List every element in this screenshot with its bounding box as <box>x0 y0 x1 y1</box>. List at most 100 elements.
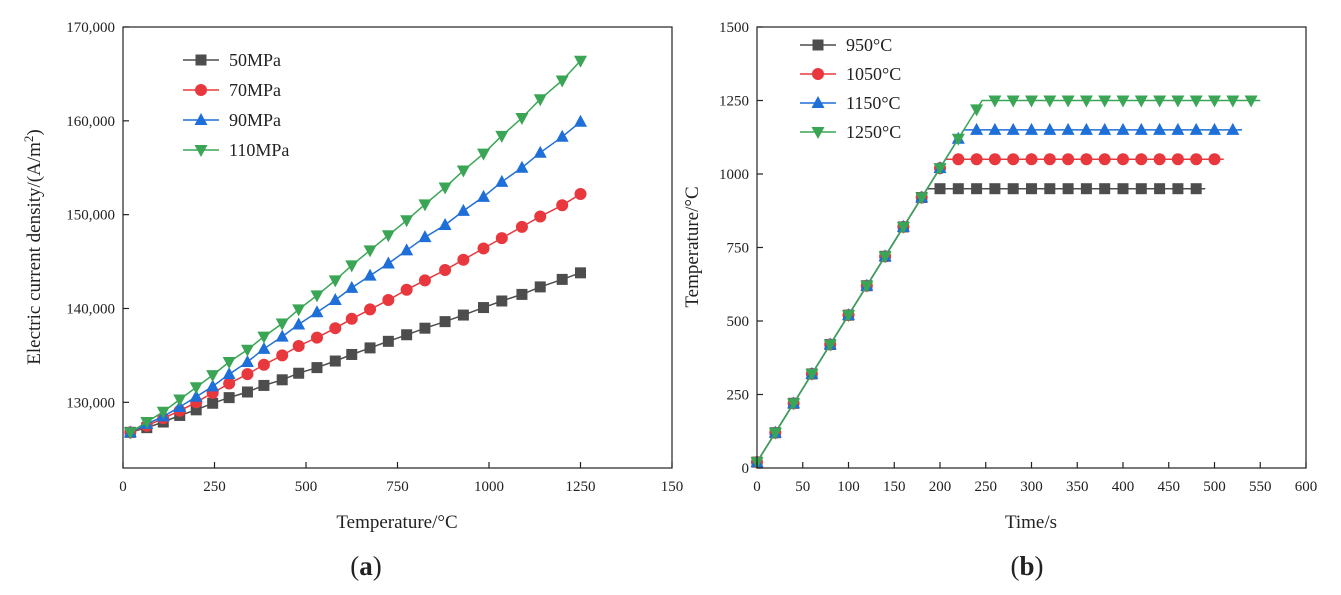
chart-b-data-point <box>1098 95 1112 108</box>
chart-b-data-point <box>1171 153 1184 166</box>
chart-b-x-tick-label: 150 <box>883 479 906 495</box>
chart-a-data-point <box>478 302 490 314</box>
chart-a-data-point <box>189 382 203 395</box>
chart-a-data-point <box>477 189 491 202</box>
chart-b-data-point <box>1172 183 1184 195</box>
chart-a-data-point <box>222 356 236 369</box>
chart-a-data-point <box>206 370 220 383</box>
chart-a-data-point <box>140 417 154 430</box>
chart-b-legend-label: 1050°C <box>846 64 901 84</box>
chart-b-data-point <box>970 104 984 117</box>
chart-a-data-point <box>258 379 270 391</box>
chart-a-data-point <box>123 427 137 440</box>
chart-a-legend-label: 90MPa <box>229 110 281 130</box>
chart-b-data-point <box>1244 95 1258 108</box>
chart-b-data-point <box>970 122 984 135</box>
chart-b-data-point <box>1007 183 1019 195</box>
chart-b-data-point <box>1190 183 1202 195</box>
chart-a-y-tick-label: 150,000 <box>66 208 115 224</box>
chart-a-data-point <box>382 335 394 347</box>
chart-a-legend-label: 110MPa <box>229 140 289 160</box>
chart-a-data-point <box>222 367 236 380</box>
chart-a-legend-item: 50MPa <box>183 50 281 70</box>
chart-a-data-point <box>495 174 509 187</box>
chart-a-data-point <box>257 331 271 344</box>
chart-b-y-tick-label: 1000 <box>719 167 749 183</box>
chart-a-data-point <box>401 329 413 341</box>
chart-b-data-point <box>1189 95 1203 108</box>
chart-b-data-point <box>896 221 910 234</box>
chart-a-data-point <box>206 379 220 392</box>
chart-b-legend-marker <box>811 127 825 139</box>
chart-a-data-point <box>515 220 528 233</box>
chart-a-data-point <box>418 199 432 212</box>
chart-a-data-point <box>574 114 587 127</box>
chart-b-series-line <box>756 187 1206 463</box>
chart-b-data-point <box>915 192 929 205</box>
chart-b-x-tick-label: 50 <box>795 479 810 495</box>
chart-b-data-point <box>842 310 855 323</box>
chart-a-data-point <box>363 245 377 258</box>
chart-a-legend: 50MPa 70MPa 90MPa 110MPa <box>183 50 289 160</box>
chart-b-data-point <box>1098 153 1111 166</box>
chart-a-data-point <box>240 354 254 367</box>
chart-a-data-point <box>381 256 395 269</box>
chart-a-data-point <box>241 368 254 381</box>
chart-a-data-point <box>438 182 452 195</box>
chart-b-data-point <box>1025 153 1038 166</box>
chart-a-data-point <box>189 389 203 402</box>
chart-b-data-point <box>971 183 983 195</box>
chart-a-data-point <box>400 283 413 296</box>
chart-b-legend-item: 1250°C <box>800 122 901 142</box>
chart-a-data-point <box>207 397 219 409</box>
chart-a-data-point <box>241 386 253 398</box>
chart-b-data-point <box>787 398 801 411</box>
chart-a-series-50MPa <box>124 267 586 438</box>
chart-a-data-point <box>292 317 306 330</box>
chart-b-series-1250°C <box>750 95 1261 470</box>
chart-b-data-point <box>1117 183 1129 195</box>
chart-b-data-point <box>1135 183 1147 195</box>
chart-b-data-point <box>1226 95 1240 108</box>
chart-b-x-tick-label: 100 <box>837 479 860 495</box>
chart-a-data-point <box>345 260 359 273</box>
chart-a-data-point <box>345 280 359 293</box>
chart-a-data-point <box>275 329 289 342</box>
chart-b-data-point <box>1079 95 1093 108</box>
chart-a-data-point <box>223 392 235 404</box>
chart-a-data-point <box>438 217 452 230</box>
chart-b-data-point <box>1043 122 1057 135</box>
chart-b-series-1050°C <box>751 153 1224 469</box>
chart-b-data-point <box>988 95 1002 108</box>
chart-a-series-90MPa <box>123 114 587 438</box>
chart-a-legend-item: 110MPa <box>183 140 289 160</box>
chart-b-data-point <box>823 339 837 352</box>
chart-b-data-point <box>1044 183 1056 195</box>
chart-b-legend-label: 1150°C <box>846 93 901 113</box>
chart-a-data-point <box>574 188 587 201</box>
chart-a-data-point <box>311 362 323 374</box>
chart-b-data-point <box>1226 122 1240 135</box>
chart-a-x-tick-label: 0 <box>119 479 127 495</box>
chart-b-data-point <box>970 153 983 166</box>
chart-a-data-point <box>292 304 306 317</box>
chart-b-plot-area <box>750 95 1261 470</box>
chart-a-legend-label: 50MPa <box>229 50 281 70</box>
chart-b-data-point <box>1134 95 1148 108</box>
chart-a-legend-marker <box>194 145 208 157</box>
chart-b-data-point <box>1098 122 1112 135</box>
chart-a-data-point <box>223 377 236 390</box>
chart-a-data-point <box>346 348 358 360</box>
chart-b-data-point <box>1043 95 1057 108</box>
chart-a-data-point <box>257 341 271 354</box>
chart-a-y-tick-label: 130,000 <box>66 395 115 411</box>
chart-b-data-point <box>768 427 782 440</box>
chart-b-data-point <box>988 122 1002 135</box>
chart-b-data-point <box>1190 153 1203 166</box>
chart-a-data-point <box>555 129 569 142</box>
chart-b-data-point <box>1026 183 1037 195</box>
chart-b-series-950°C <box>751 183 1206 468</box>
chart-a-x-tick-label: 1000 <box>474 479 504 495</box>
chart-a-data-point <box>477 242 490 255</box>
